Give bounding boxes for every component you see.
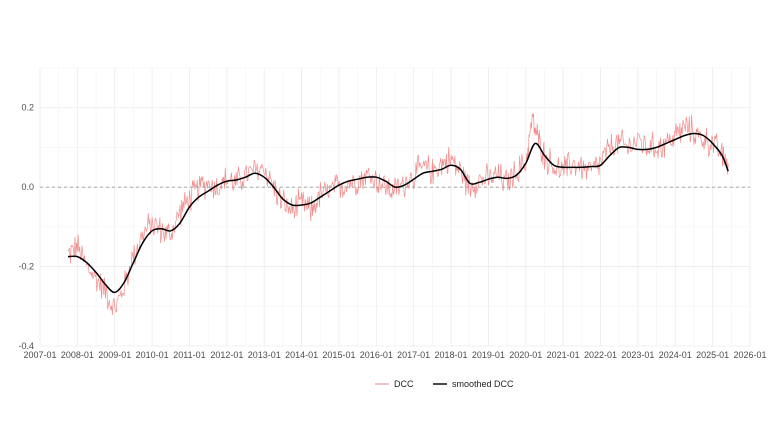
- x-tick-label: 2020-01: [509, 350, 542, 360]
- legend-label-smoothed-dcc: smoothed DCC: [452, 379, 514, 389]
- x-tick-label: 2014-01: [285, 350, 318, 360]
- x-tick-label: 2023-01: [621, 350, 654, 360]
- x-tick-label: 2025-01: [696, 350, 729, 360]
- x-tick-label: 2016-01: [360, 350, 393, 360]
- x-axis-tick-labels: 2007-01 2008-01 2009-01 2010-01 2011-01 2012-…: [23, 350, 766, 360]
- legend: DCC smoothed DCC: [375, 379, 514, 389]
- x-tick-label: 2010-01: [136, 350, 169, 360]
- legend-label-dcc: DCC: [394, 379, 414, 389]
- x-tick-label: 2007-01: [23, 350, 56, 360]
- x-tick-label: 2013-01: [248, 350, 281, 360]
- x-tick-label: 2019-01: [472, 350, 505, 360]
- series-line-smoothed-dcc: [67, 132, 729, 294]
- x-tick-label: 2022-01: [584, 350, 617, 360]
- series-lines: [67, 113, 729, 315]
- x-tick-label: 2017-01: [397, 350, 430, 360]
- x-tick-label: 2021-01: [547, 350, 580, 360]
- y-tick-label: -0.2: [18, 262, 34, 272]
- x-tick-label: 2024-01: [659, 350, 692, 360]
- y-tick-label: 0.2: [21, 103, 34, 113]
- x-tick-label: 2018-01: [435, 350, 468, 360]
- x-tick-label: 2026-01: [733, 350, 766, 360]
- x-tick-label: 2011-01: [173, 350, 205, 360]
- y-tick-label: 0.0: [21, 182, 34, 192]
- series-line-dcc: [67, 113, 729, 315]
- x-tick-label: 2009-01: [98, 350, 131, 360]
- x-tick-label: 2012-01: [210, 350, 243, 360]
- x-tick-label: 2015-01: [322, 350, 355, 360]
- x-tick-label: 2008-01: [61, 350, 94, 360]
- y-tick-label: -0.4: [18, 341, 34, 351]
- grid: [39, 67, 751, 347]
- y-axis-tick-labels: 0.2 0.0 -0.2 -0.4: [18, 103, 34, 351]
